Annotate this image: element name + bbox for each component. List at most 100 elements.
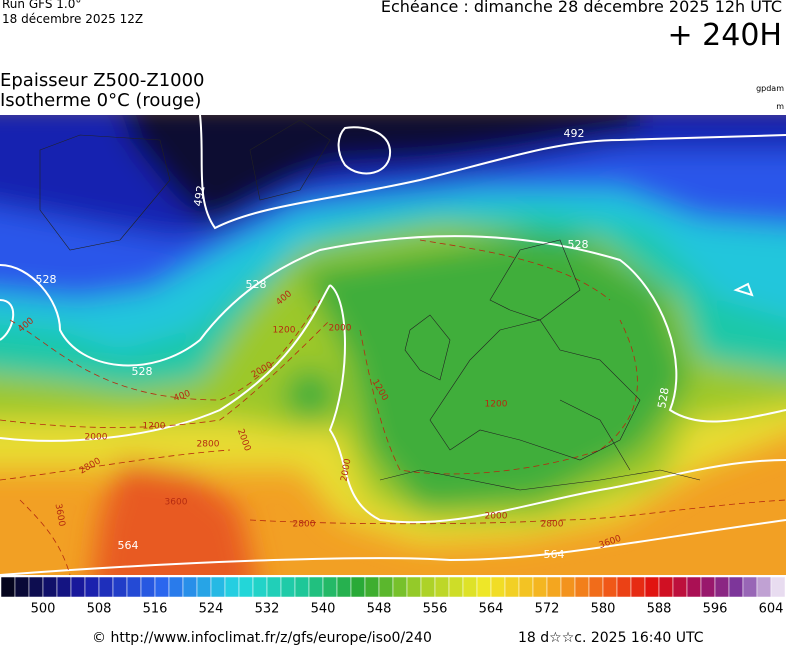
colorbar-swatch xyxy=(308,576,324,598)
colorbar-label: 596 xyxy=(703,602,728,617)
colorbar-swatch xyxy=(266,576,282,598)
colorbar-swatch xyxy=(588,576,604,598)
colorbar-swatch xyxy=(112,576,128,598)
run-label: Run GFS 1.0° xyxy=(2,0,82,11)
colorbar-swatch xyxy=(686,576,702,598)
contour-label: 3600 xyxy=(165,498,188,508)
colorbar-swatch xyxy=(294,576,310,598)
colorbar-label: 500 xyxy=(31,602,56,617)
colorbar-label: 564 xyxy=(479,602,504,617)
colorbar-label: 588 xyxy=(647,602,672,617)
run-date: 18 décembre 2025 12Z xyxy=(2,12,144,26)
colorbar-swatch xyxy=(630,576,646,598)
colorbar-label: 508 xyxy=(87,602,112,617)
contour-label: 1200 xyxy=(273,326,296,336)
contour-label: 1200 xyxy=(485,400,508,410)
contour-label: 528 xyxy=(36,273,57,286)
colorbar-swatch xyxy=(336,576,352,598)
colorbar-swatch xyxy=(490,576,506,598)
contour-label: 492 xyxy=(191,184,207,207)
colorbar-swatch xyxy=(252,576,268,598)
colorbar-swatch xyxy=(714,576,730,598)
colorbar-swatch xyxy=(462,576,478,598)
colorbar-swatch xyxy=(28,576,44,598)
contour-label: 2800 xyxy=(197,440,220,450)
contour-label: 564 xyxy=(118,539,139,552)
colorbar-swatch xyxy=(168,576,184,598)
colorbar-swatch xyxy=(392,576,408,598)
thickness-field xyxy=(0,115,786,575)
contour-label: 1200 xyxy=(143,422,166,432)
colorbar-label: 556 xyxy=(423,602,448,617)
colorbar-swatch xyxy=(84,576,100,598)
colorbar-swatch xyxy=(350,576,366,598)
freezing-level-contours xyxy=(0,239,786,575)
colorbar-swatch xyxy=(420,576,436,598)
contour-label: 2000 xyxy=(485,512,508,522)
colorbar-label: 572 xyxy=(535,602,560,617)
colorbar-swatch xyxy=(0,576,16,598)
unit-m: m xyxy=(776,102,784,111)
colorbar-swatch xyxy=(770,576,786,598)
colorbar-swatch xyxy=(56,576,72,598)
colorbar-swatch xyxy=(560,576,576,598)
colorbar-label: 580 xyxy=(591,602,616,617)
colorbar-swatch xyxy=(434,576,450,598)
contour-label: 492 xyxy=(564,127,585,140)
colorbar-swatch xyxy=(406,576,422,598)
valid-time: Echéance : dimanche 28 décembre 2025 12h… xyxy=(380,0,782,16)
contour-label: 528 xyxy=(246,278,267,291)
colorbar-swatch xyxy=(154,576,170,598)
contour-label: 2000 xyxy=(329,324,352,334)
colorbar-swatch xyxy=(476,576,492,598)
colorbar-swatch xyxy=(448,576,464,598)
colorbar-swatch xyxy=(546,576,562,598)
colorbar-swatch xyxy=(280,576,296,598)
colorbar-swatch xyxy=(658,576,674,598)
contour-label: 3600 xyxy=(53,503,67,528)
colorbar-swatch xyxy=(42,576,58,598)
colorbar-swatch xyxy=(602,576,618,598)
colorbar-swatch xyxy=(518,576,534,598)
colorbar-swatch xyxy=(182,576,198,598)
contour-label: 528 xyxy=(132,365,153,378)
footer-timestamp: 18 d☆☆c. 2025 16:40 UTC xyxy=(518,630,704,646)
colorbar-swatch xyxy=(504,576,520,598)
footer-source: © http://www.infoclimat.fr/z/gfs/europe/… xyxy=(92,630,432,646)
colorbar-swatch xyxy=(616,576,632,598)
colorbar-swatch xyxy=(238,576,254,598)
colorbar-label: 516 xyxy=(143,602,168,617)
colorbar-swatch xyxy=(378,576,394,598)
contour-label: 2000 xyxy=(340,458,354,483)
colorbar-swatch xyxy=(126,576,142,598)
colorbar-swatch xyxy=(728,576,744,598)
colorbar-label: 524 xyxy=(199,602,224,617)
colorbar-label: 532 xyxy=(255,602,280,617)
colorbar-swatch xyxy=(196,576,212,598)
colorbar-swatch xyxy=(14,576,30,598)
colorbar-label: 548 xyxy=(367,602,392,617)
contour-label: 528 xyxy=(568,238,589,251)
colorbar-swatch xyxy=(700,576,716,598)
contour-label: 528 xyxy=(655,386,671,409)
colorbar-swatch xyxy=(644,576,660,598)
colorbar-label: 540 xyxy=(311,602,336,617)
colorbar-swatch xyxy=(574,576,590,598)
colorbar-swatch xyxy=(210,576,226,598)
colorbar-swatch xyxy=(756,576,772,598)
colorbar-swatch xyxy=(140,576,156,598)
coastlines xyxy=(39,119,701,491)
thickness-contours xyxy=(0,115,786,575)
title-line1: Epaisseur Z500-Z1000 xyxy=(0,70,205,91)
contour-label: 2800 xyxy=(293,520,316,530)
colorbar-swatch xyxy=(224,576,240,598)
title-line2: Isotherme 0°C (rouge) xyxy=(0,90,202,111)
colorbar-swatch xyxy=(98,576,114,598)
contour-label: 2800 xyxy=(541,520,564,530)
unit-gpdam: gpdam xyxy=(756,84,784,93)
colorbar-swatch xyxy=(70,576,86,598)
colorbar-swatch xyxy=(742,576,758,598)
colorbar-swatch xyxy=(672,576,688,598)
lead-time: + 240H xyxy=(667,18,783,53)
